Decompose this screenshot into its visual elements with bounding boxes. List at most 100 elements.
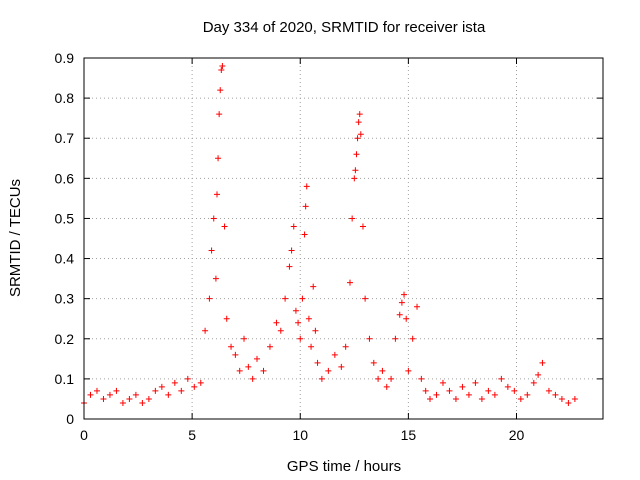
data-point <box>273 319 280 326</box>
y-tick-label: 0.2 <box>55 331 75 347</box>
data-point <box>282 295 289 302</box>
data-point <box>478 395 485 402</box>
data-point <box>213 191 220 198</box>
data-point <box>439 379 446 386</box>
data-point <box>171 379 178 386</box>
data-point <box>370 359 377 366</box>
data-point <box>290 223 297 230</box>
data-point <box>359 223 366 230</box>
data-point <box>379 367 386 374</box>
data-point <box>491 391 498 398</box>
data-point <box>126 395 133 402</box>
data-point <box>472 379 479 386</box>
x-tick-label: 15 <box>401 427 417 443</box>
data-point <box>260 367 267 374</box>
data-point <box>314 359 321 366</box>
data-point <box>351 175 358 182</box>
data-point <box>530 379 537 386</box>
data-point <box>152 387 159 394</box>
data-point <box>184 375 191 382</box>
y-tick-label: 0.5 <box>55 210 75 226</box>
data-point <box>392 335 399 342</box>
data-point <box>113 387 120 394</box>
data-point <box>446 387 453 394</box>
data-point <box>414 303 421 310</box>
y-tick-label: 0.9 <box>55 50 75 66</box>
data-point <box>349 215 356 222</box>
data-point <box>396 311 403 318</box>
data-point <box>342 343 349 350</box>
data-point <box>245 363 252 370</box>
data-point <box>401 291 408 298</box>
data-point <box>158 383 165 390</box>
grid-lines <box>84 58 603 419</box>
data-point <box>191 383 198 390</box>
data-point <box>223 315 230 322</box>
data-point <box>331 351 338 358</box>
data-point <box>215 155 222 162</box>
data-point <box>218 67 225 74</box>
data-point <box>433 391 440 398</box>
data-point <box>206 295 213 302</box>
data-point <box>539 359 546 366</box>
y-tick-label: 0.4 <box>55 251 75 267</box>
data-point <box>308 343 315 350</box>
data-point <box>303 183 310 190</box>
data-point <box>87 391 94 398</box>
data-point <box>165 391 172 398</box>
data-point <box>139 399 146 406</box>
data-point <box>299 295 306 302</box>
data-point <box>403 315 410 322</box>
data-point <box>266 343 273 350</box>
data-point <box>217 87 224 94</box>
data-point <box>318 375 325 382</box>
data-point <box>236 367 243 374</box>
data-point <box>418 375 425 382</box>
data-point <box>388 375 395 382</box>
data-point <box>422 387 429 394</box>
data-point <box>427 395 433 402</box>
data-point <box>106 391 113 398</box>
data-point <box>498 375 505 382</box>
x-tick-label: 20 <box>509 427 525 443</box>
data-points <box>81 63 578 406</box>
data-point <box>398 299 405 306</box>
data-point <box>535 371 542 378</box>
data-point <box>286 263 293 270</box>
data-point <box>517 395 524 402</box>
data-point <box>312 327 319 334</box>
data-point <box>100 395 107 402</box>
data-point <box>208 247 215 254</box>
data-point <box>571 395 578 402</box>
data-point <box>93 387 100 394</box>
data-point <box>338 363 345 370</box>
axis-ticks <box>83 57 603 420</box>
data-point <box>325 367 332 374</box>
data-point <box>375 375 382 382</box>
data-point <box>355 119 362 126</box>
data-point <box>288 247 295 254</box>
data-point <box>216 111 223 118</box>
data-point <box>254 355 260 362</box>
data-point <box>353 151 360 158</box>
x-axis-label: GPS time / hours <box>287 458 401 475</box>
data-point <box>354 135 361 142</box>
data-point <box>409 335 416 342</box>
data-point <box>232 351 239 358</box>
data-point <box>219 63 226 70</box>
data-point <box>356 111 363 118</box>
data-point <box>210 215 217 222</box>
y-axis-label: SRMTID / TECUs <box>7 179 24 297</box>
data-point <box>383 383 390 390</box>
data-point <box>202 327 209 334</box>
data-point <box>178 387 185 394</box>
data-point <box>119 399 126 406</box>
data-point <box>277 327 284 334</box>
data-point <box>558 395 565 402</box>
data-point <box>145 395 152 402</box>
data-point <box>295 319 302 326</box>
y-tick-label: 0 <box>66 411 74 427</box>
data-point <box>459 383 466 390</box>
y-tick-label: 0.8 <box>55 90 75 106</box>
data-point <box>346 279 353 286</box>
